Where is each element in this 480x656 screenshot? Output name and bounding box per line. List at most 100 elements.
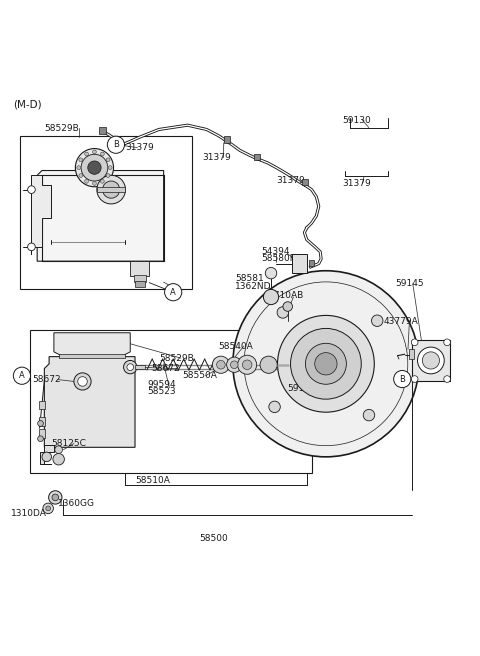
Circle shape [260, 356, 277, 373]
Text: 58672: 58672 [152, 364, 180, 373]
Bar [30, 330, 312, 473]
Bar [302, 178, 308, 185]
Circle shape [372, 315, 383, 327]
Polygon shape [412, 340, 450, 381]
Circle shape [46, 506, 50, 511]
Circle shape [53, 453, 64, 465]
Text: 1362ND: 1362ND [235, 281, 272, 291]
Circle shape [43, 503, 53, 514]
Circle shape [283, 302, 292, 312]
Text: (M-D): (M-D) [13, 100, 42, 110]
Circle shape [277, 316, 374, 412]
Polygon shape [32, 175, 51, 254]
Circle shape [363, 409, 375, 421]
Circle shape [165, 283, 182, 301]
Circle shape [37, 420, 43, 426]
Circle shape [444, 376, 450, 382]
Circle shape [411, 376, 418, 382]
Bar [134, 275, 145, 282]
Polygon shape [54, 333, 130, 357]
Bar [224, 136, 229, 143]
Circle shape [305, 343, 347, 384]
Bar [254, 154, 260, 161]
Circle shape [48, 491, 62, 504]
Circle shape [242, 360, 252, 369]
Text: 58500: 58500 [199, 535, 228, 543]
Text: 54394: 54394 [262, 247, 290, 256]
Circle shape [127, 364, 133, 371]
Circle shape [106, 158, 110, 161]
Circle shape [28, 186, 35, 194]
Bar [38, 401, 45, 409]
Circle shape [315, 353, 337, 375]
Polygon shape [39, 445, 54, 464]
Text: B: B [113, 140, 119, 150]
Circle shape [123, 360, 137, 374]
Circle shape [100, 152, 104, 156]
Text: 58581: 58581 [235, 274, 264, 283]
Circle shape [97, 175, 125, 204]
Circle shape [216, 360, 225, 369]
Bar [409, 350, 414, 359]
Text: 58540A: 58540A [218, 342, 253, 351]
Text: B: B [399, 375, 405, 384]
Circle shape [81, 154, 108, 181]
Text: A: A [19, 371, 25, 380]
Circle shape [79, 174, 83, 177]
Circle shape [55, 446, 62, 453]
Circle shape [79, 158, 83, 161]
Circle shape [411, 339, 418, 346]
Circle shape [227, 357, 242, 373]
Polygon shape [44, 357, 135, 447]
Text: 58550A: 58550A [183, 371, 217, 380]
Text: A: A [170, 288, 176, 297]
Bar [38, 417, 45, 426]
Text: 31379: 31379 [276, 176, 304, 184]
Circle shape [108, 136, 124, 154]
Bar [309, 260, 314, 266]
Circle shape [78, 377, 87, 386]
Text: 31379: 31379 [343, 179, 372, 188]
Bar [38, 429, 45, 438]
Text: 58510A: 58510A [135, 476, 170, 485]
Circle shape [277, 307, 288, 318]
Circle shape [100, 179, 104, 183]
Circle shape [230, 361, 238, 369]
Circle shape [264, 289, 279, 304]
Circle shape [444, 339, 450, 346]
Circle shape [103, 181, 120, 198]
Circle shape [84, 152, 88, 156]
Circle shape [108, 166, 112, 169]
Text: 31379: 31379 [202, 153, 230, 162]
Circle shape [42, 452, 51, 462]
Text: 43779A: 43779A [383, 318, 418, 326]
Circle shape [269, 401, 280, 413]
Circle shape [418, 347, 444, 374]
Circle shape [75, 148, 114, 187]
Circle shape [84, 179, 88, 183]
Bar [99, 127, 107, 134]
Circle shape [93, 182, 96, 185]
Circle shape [93, 150, 96, 154]
Bar [135, 365, 144, 369]
Text: 58529B: 58529B [159, 354, 193, 363]
Bar [135, 281, 144, 287]
Text: 1710AB: 1710AB [269, 291, 304, 300]
Circle shape [290, 329, 361, 399]
Text: 1310DA: 1310DA [11, 508, 47, 518]
Text: 58580F: 58580F [262, 255, 295, 263]
Circle shape [37, 436, 43, 441]
Circle shape [13, 367, 31, 384]
Circle shape [106, 174, 110, 177]
Circle shape [77, 166, 81, 169]
Circle shape [28, 243, 35, 251]
Text: 99594: 99594 [147, 380, 176, 389]
Text: 59130: 59130 [343, 116, 372, 125]
Text: 59145: 59145 [395, 279, 424, 288]
Text: 1360GG: 1360GG [58, 499, 95, 508]
Bar [97, 187, 125, 192]
Text: 58672: 58672 [33, 375, 61, 384]
Circle shape [394, 371, 411, 388]
Circle shape [233, 271, 419, 457]
Circle shape [238, 355, 257, 375]
